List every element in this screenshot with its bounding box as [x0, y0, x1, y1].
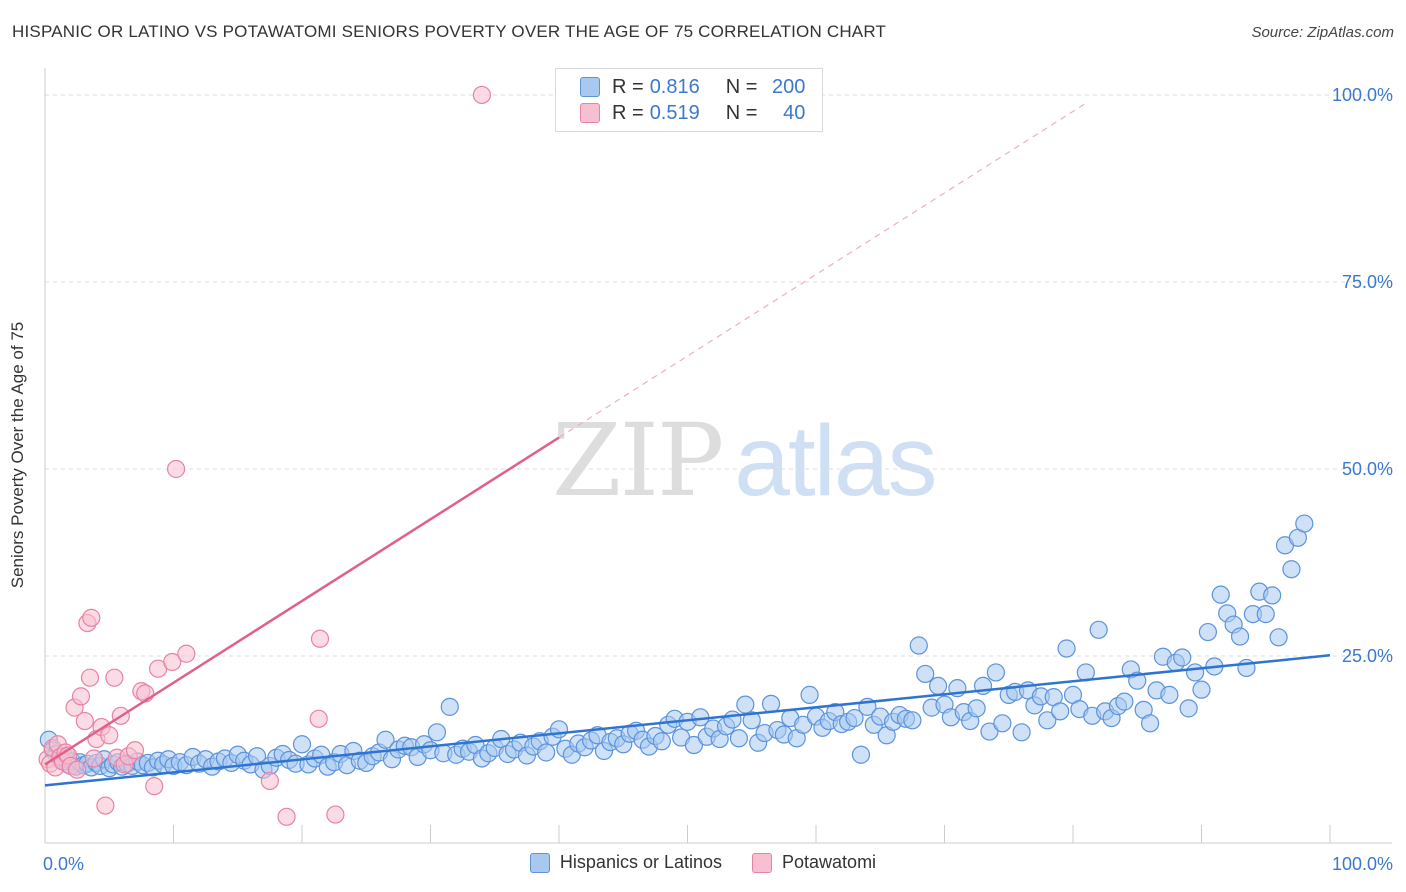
r-label: R = [612, 101, 644, 124]
hispanic-point [980, 722, 999, 741]
potawatomi-point [105, 668, 124, 687]
potawatomi-point [82, 608, 101, 627]
hispanic-point [909, 636, 928, 655]
hispanic-point [1192, 680, 1211, 699]
hispanic-point [1295, 514, 1314, 533]
r-value: 0.519 [649, 101, 700, 124]
legend-label: Potawatomi [782, 852, 877, 872]
r-value: 0.816 [649, 75, 700, 98]
y-tick-label: 50.0% [1342, 459, 1393, 479]
hispanic-point [1256, 604, 1275, 624]
hispanic-point [845, 708, 864, 728]
n-label: N = [725, 75, 758, 98]
hispanic-point [427, 723, 447, 742]
hispanic-point [1160, 685, 1179, 704]
hispanic-point [761, 694, 781, 713]
hispanic-point [684, 735, 704, 755]
hispanic-point [1269, 628, 1288, 647]
potawatomi-point [125, 741, 145, 760]
series-legend: Hispanics or Latinos Potawatomi [0, 852, 1406, 873]
hispanic-point [916, 664, 935, 684]
correlation-legend: R = 0.816 N = 200 R = 0.519 N = 40 [555, 68, 823, 132]
hispanic-point [1263, 586, 1282, 605]
potawatomi-point [166, 459, 186, 479]
hispanic-point [1115, 692, 1134, 711]
r-label: R = [612, 75, 644, 98]
potawatomi-point [326, 805, 345, 824]
hispanic-point [1012, 723, 1031, 742]
hispanic-point [928, 676, 948, 696]
potawatomi-point [84, 749, 103, 768]
hispanic-point [537, 743, 556, 762]
n-value: 40 [783, 101, 806, 124]
hispanic-point [986, 663, 1006, 682]
potawatomi-point [177, 644, 196, 663]
hispanic-point [549, 720, 569, 739]
legend-item-potawatomi[interactable]: Potawatomi [752, 852, 876, 873]
hispanic-point [736, 695, 755, 714]
potawatomi-trendline [44, 436, 560, 766]
hispanic-point [1038, 711, 1057, 730]
hispanic-point [652, 732, 671, 751]
potawatomi-point [68, 760, 87, 779]
hispanic-point [993, 714, 1012, 733]
x-tick-label: 100.0% [1332, 854, 1393, 874]
hispanic-trendline [44, 653, 1331, 787]
hispanic-point [376, 730, 395, 749]
potawatomi-point [75, 711, 94, 731]
potawatomi-point [71, 687, 91, 706]
potawatomi-point [310, 629, 330, 648]
n-label: N = [725, 101, 758, 124]
y-tick-label: 75.0% [1342, 272, 1393, 292]
hispanic-point [1051, 702, 1070, 721]
hispanic-point [1282, 560, 1301, 579]
legend-row-potawatomi: R = 0.519 N = 40 [580, 100, 805, 126]
hispanic-point [1089, 620, 1108, 639]
potawatomi-point [277, 807, 296, 826]
hispanic-point [967, 699, 986, 718]
potawatomi-point [96, 796, 115, 815]
hispanic-point [1057, 639, 1076, 658]
potawatomi-trend-extension [558, 101, 1088, 439]
legend-swatch-blue [529, 852, 550, 873]
legend-swatch-pink [752, 852, 773, 873]
n-value: 200 [772, 75, 806, 98]
y-tick-label: 100.0% [1332, 85, 1393, 105]
hispanic-point [800, 685, 819, 704]
legend-row-hispanic: R = 0.816 N = 200 [580, 74, 805, 100]
potawatomi-point [309, 709, 328, 728]
legend-label: Hispanics or Latinos [559, 852, 723, 872]
potawatomi-point [80, 668, 100, 687]
source-credit: Source: ZipAtlas.com [1251, 24, 1394, 41]
potawatomi-point [472, 85, 491, 105]
hispanic-point [1211, 585, 1230, 604]
hispanic-point [1179, 699, 1198, 718]
potawatomi-point [163, 652, 182, 672]
legend-swatch-pink [580, 103, 600, 123]
hispanic-point [1140, 714, 1160, 733]
hispanic-point [794, 715, 813, 734]
hispanic-point [1230, 627, 1250, 646]
hispanic-point [292, 735, 312, 754]
hispanic-point [440, 697, 459, 716]
hispanic-point [1185, 663, 1205, 682]
hispanic-point [1173, 648, 1192, 667]
hispanic-point [851, 745, 871, 764]
chart-title: HISPANIC OR LATINO VS POTAWATOMI SENIORS… [12, 22, 887, 41]
hispanic-point [903, 711, 922, 730]
potawatomi-point [100, 726, 119, 745]
legend-swatch-blue [580, 77, 600, 97]
hispanic-point [723, 710, 742, 729]
hispanic-point [742, 711, 761, 730]
potawatomi-point [260, 771, 279, 791]
x-tick-label: 0.0% [43, 854, 84, 874]
hispanic-point [729, 729, 749, 748]
hispanic-point [1198, 622, 1218, 642]
legend-item-hispanics[interactable]: Hispanics or Latinos [529, 852, 723, 873]
potawatomi-point [145, 777, 164, 796]
y-tick-label: 25.0% [1342, 646, 1393, 666]
